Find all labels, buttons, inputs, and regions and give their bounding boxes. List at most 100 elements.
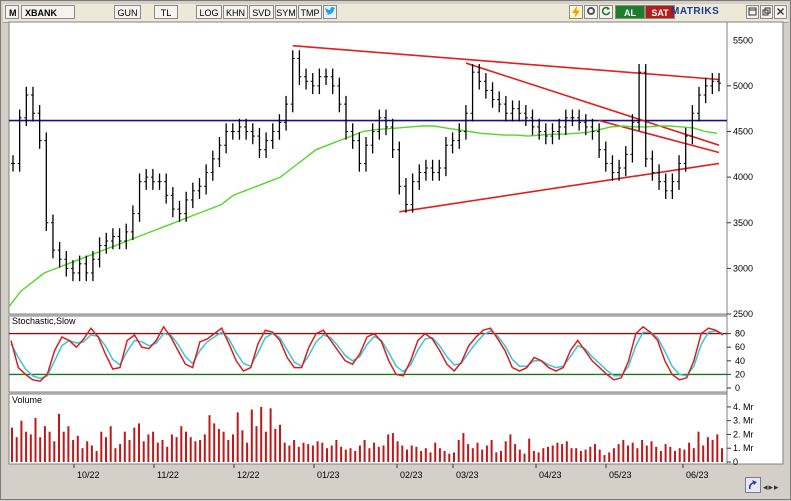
window-icon[interactable]: [746, 5, 759, 19]
volume-bar: [608, 452, 611, 462]
volume-bar: [105, 437, 107, 462]
volume-bar: [123, 431, 126, 462]
volume-bar: [185, 431, 187, 462]
price-ytick-label: 3500: [733, 218, 753, 228]
volume-bar: [72, 440, 75, 462]
volume-bar: [114, 448, 117, 462]
symbol-selector[interactable]: XBANK: [21, 5, 75, 19]
trendline: [465, 62, 720, 146]
scroll-arrows-icon[interactable]: ◂▸▸: [763, 482, 780, 492]
volume-bar: [702, 445, 705, 462]
volume-ytick-label: 1. Mr: [733, 443, 754, 453]
volume-bar: [518, 449, 521, 462]
volume-bar: [189, 437, 192, 462]
period-button[interactable]: GUN: [114, 5, 141, 19]
refresh-icon[interactable]: [599, 5, 613, 19]
volume-bar: [631, 442, 634, 462]
volume-bar: [664, 444, 667, 462]
volume-bar: [514, 444, 517, 462]
sell-button[interactable]: SAT: [645, 5, 675, 19]
volume-bar: [67, 426, 70, 462]
volume-bar: [203, 434, 206, 462]
xtick-label: 06/23: [686, 470, 709, 480]
tmp-button[interactable]: TMP: [298, 5, 322, 19]
volume-bar: [485, 445, 488, 462]
volume-bar: [227, 440, 230, 462]
restore-icon[interactable]: [760, 5, 773, 19]
buy-button[interactable]: AL: [615, 5, 645, 19]
volume-bar: [424, 448, 427, 462]
volume-bar: [76, 435, 79, 462]
volume-bar: [11, 427, 13, 462]
stochastic-ytick-label: 60: [735, 342, 745, 352]
volume-bar: [547, 446, 549, 462]
close-icon[interactable]: [774, 5, 787, 19]
xtick-label: 03/23: [456, 470, 479, 480]
volume-bar: [208, 415, 211, 462]
volume-bar: [213, 423, 216, 462]
volume-bar: [594, 444, 596, 462]
volume-bar: [95, 451, 98, 462]
volume-bar: [194, 441, 197, 462]
volume-bar: [462, 433, 465, 462]
flash-icon[interactable]: [569, 5, 583, 19]
volume-bar: [467, 444, 470, 462]
volume-bar: [128, 440, 131, 462]
volume-bar: [358, 445, 361, 462]
volume-bar: [368, 448, 371, 462]
price-ytick-label: 5000: [733, 81, 753, 91]
volume-bar: [81, 448, 84, 462]
stochastic-ytick-label: 80: [735, 329, 745, 339]
volume-bar: [523, 453, 526, 462]
scale-toggle-icon[interactable]: [745, 477, 761, 493]
stochastic-ytick-label: 20: [735, 369, 745, 379]
khn-button[interactable]: KHN: [223, 5, 248, 19]
stochastic-ytick-label: 40: [735, 356, 745, 366]
volume-bar: [645, 445, 648, 462]
volume-bar: [589, 446, 592, 462]
volume-bar: [274, 428, 277, 462]
volume-bar: [232, 434, 234, 462]
volume-bar: [495, 452, 498, 462]
volume-bar: [152, 431, 155, 462]
volume-bar: [288, 445, 291, 462]
volume-bar: [579, 451, 582, 462]
volume-bar: [180, 426, 183, 462]
volume-bar: [396, 441, 399, 462]
volume-bar: [53, 441, 56, 462]
twitter-icon[interactable]: [323, 5, 337, 19]
volume-bar: [706, 437, 709, 462]
volume-bar: [109, 426, 112, 462]
volume-bar: [382, 445, 385, 462]
volume-bar: [29, 434, 32, 462]
log-scale-button[interactable]: LOG: [196, 5, 222, 19]
volume-bar: [504, 441, 507, 462]
volume-bar: [584, 449, 587, 462]
volume-bar: [401, 445, 404, 462]
xtick-label: 01/23: [317, 470, 340, 480]
volume-bar: [453, 452, 455, 462]
volume-bar: [429, 452, 432, 462]
currency-button[interactable]: TL: [154, 5, 178, 19]
volume-bar: [349, 448, 352, 462]
volume-bar: [293, 440, 296, 462]
sym-button[interactable]: SYM: [275, 5, 297, 19]
volume-bar: [532, 451, 535, 462]
volume-bar: [340, 446, 343, 462]
settings-icon[interactable]: [584, 5, 598, 19]
volume-bar: [62, 431, 65, 462]
volume-bar: [147, 434, 150, 462]
volume-bar: [15, 437, 18, 462]
menu-button[interactable]: M: [5, 5, 19, 19]
price-ytick-label: 3000: [733, 263, 753, 273]
volume-bar: [551, 445, 554, 462]
brand-logo: MATRIKS: [671, 6, 720, 17]
volume-bar: [669, 446, 672, 462]
volume-bar: [617, 444, 620, 462]
volume-bar: [90, 445, 93, 462]
svd-button[interactable]: SVD: [249, 5, 274, 19]
volume-bar: [34, 417, 37, 462]
volume-bar: [43, 426, 46, 462]
volume-bar: [344, 449, 347, 462]
volume-bar: [561, 444, 564, 462]
